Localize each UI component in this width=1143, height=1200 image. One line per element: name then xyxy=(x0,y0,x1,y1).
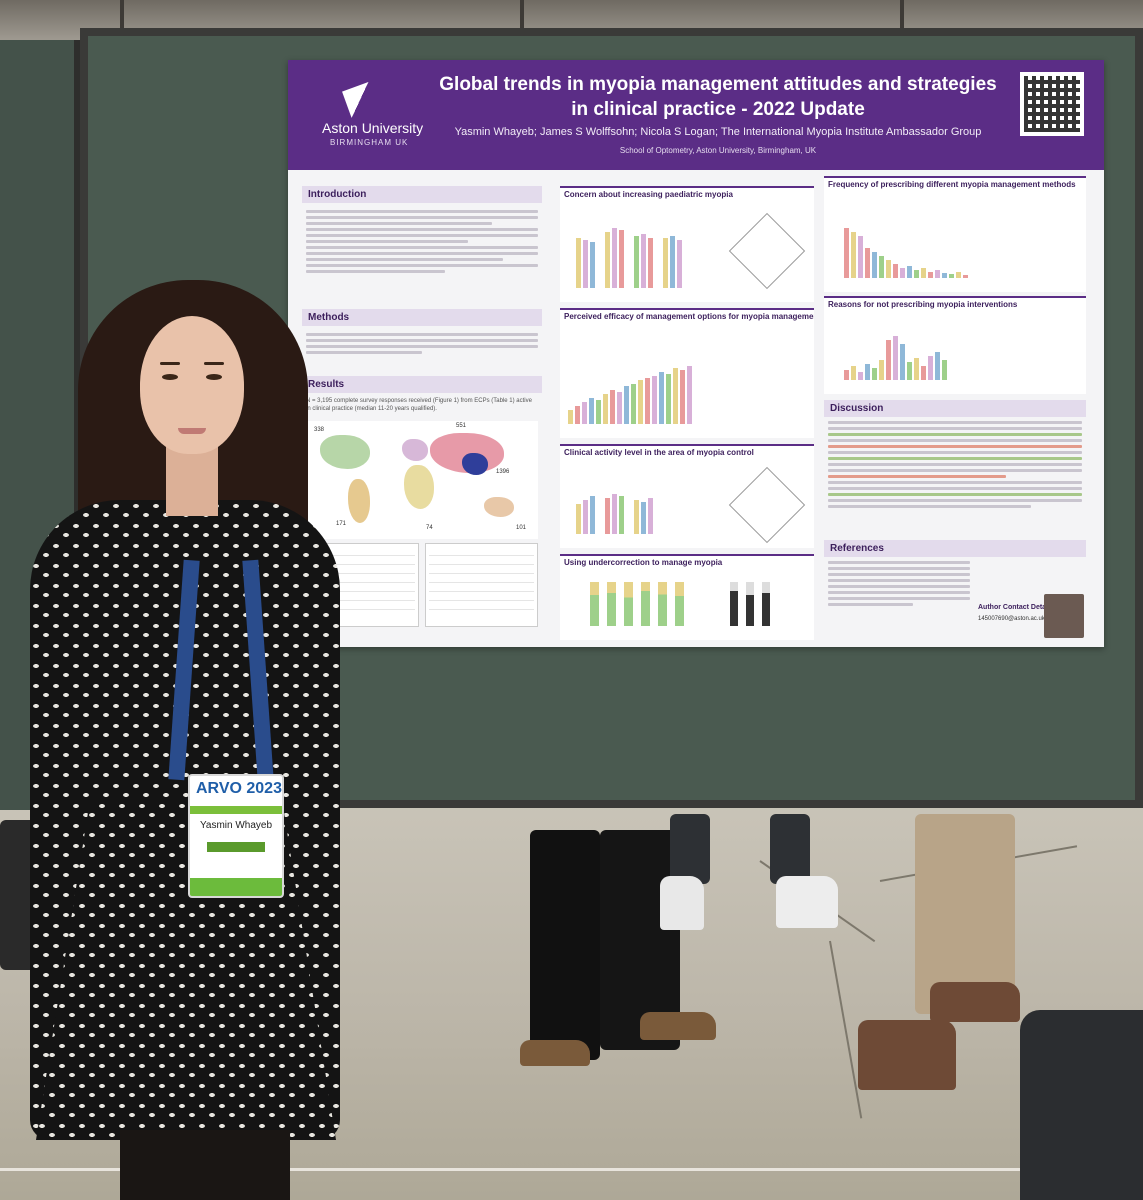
discussion-text xyxy=(824,421,1086,508)
map-africa xyxy=(404,465,434,509)
panel-concern: Concern about increasing paediatric myop… xyxy=(560,186,814,302)
reasons-bars xyxy=(844,336,947,380)
poster-header: Aston University BIRMINGHAM UK Global tr… xyxy=(288,60,1104,170)
person-skirt xyxy=(36,800,336,1140)
panel-title: Clinical activity level in the area of m… xyxy=(564,448,754,457)
person-neck xyxy=(166,446,218,516)
backpack xyxy=(1020,1010,1143,1200)
panel-reasons: Reasons for not prescribing myopia inter… xyxy=(824,296,1086,394)
map-china xyxy=(462,453,488,475)
ceiling-truss xyxy=(520,0,524,50)
floor-marking xyxy=(0,1168,1143,1171)
background-person-legs xyxy=(530,830,600,1060)
panel-title: Concern about increasing paediatric myop… xyxy=(564,190,733,199)
author-photo xyxy=(1044,594,1084,638)
map-south-america xyxy=(348,479,370,523)
background-person-legs xyxy=(770,814,810,884)
map-count: 1396 xyxy=(496,469,510,475)
results-text: N = 3,195 complete survey responses rece… xyxy=(306,398,532,412)
map-count: 551 xyxy=(456,423,467,429)
section-results: Results xyxy=(302,376,542,393)
map-australia xyxy=(484,497,514,517)
ceiling-truss xyxy=(900,0,904,50)
poster-authors: Yasmin Whayeb; James S Wolffsohn; Nicola… xyxy=(454,126,982,138)
background-sneaker xyxy=(660,876,704,930)
map-count: 171 xyxy=(336,521,347,527)
panel-efficacy: Perceived efficacy of management options… xyxy=(560,308,814,438)
panel-frequency: Frequency of prescribing different myopi… xyxy=(824,176,1086,292)
world-map: 338 551 1396 171 74 101 xyxy=(306,421,538,539)
table-working-environment xyxy=(425,543,538,627)
logo-subtitle: BIRMINGHAM UK xyxy=(330,138,409,147)
map-count: 74 xyxy=(426,525,433,531)
logo-mark-icon xyxy=(342,82,378,118)
badge-role-tag xyxy=(207,842,265,852)
panel-title: Reasons for not prescribing myopia inter… xyxy=(828,300,1018,309)
efficacy-bars xyxy=(568,366,692,424)
references-text xyxy=(824,561,974,606)
background-person-legs xyxy=(670,814,710,884)
contact-email: 145007690@aston.ac.uk xyxy=(978,616,1045,622)
person-eyebrow xyxy=(160,362,180,365)
concern-bars xyxy=(576,228,682,288)
background-sneaker xyxy=(776,876,838,928)
logo-name: Aston University xyxy=(322,120,424,136)
background-shoe xyxy=(640,1012,716,1040)
person-mouth xyxy=(178,428,206,434)
activity-bars xyxy=(576,494,653,534)
panel-activity: Clinical activity level in the area of m… xyxy=(560,444,814,548)
research-poster: Aston University BIRMINGHAM UK Global tr… xyxy=(288,60,1104,647)
badge-strip xyxy=(190,806,282,814)
section-discussion: Discussion xyxy=(824,400,1086,417)
map-count: 101 xyxy=(516,525,527,531)
name-badge: ARVO 2023 Yasmin Whayeb xyxy=(188,774,284,898)
person-legs xyxy=(120,1130,290,1200)
panel-discussion: Discussion xyxy=(824,400,1086,590)
panel-references: References xyxy=(824,540,1086,640)
section-introduction: Introduction xyxy=(302,186,542,203)
background-shoe xyxy=(520,1040,590,1066)
undercorrection-bars xyxy=(590,582,770,626)
panel-title: Using undercorrection to manage myopia xyxy=(564,558,723,567)
map-north-america xyxy=(320,435,370,469)
badge-brand: ARVO 2023 xyxy=(196,780,282,797)
poster-left-column: Introduction Methods Results N = 3,195 c… xyxy=(302,186,542,636)
introduction-text xyxy=(302,207,542,309)
person-eye xyxy=(206,374,222,380)
panel-title: Frequency of prescribing different myopi… xyxy=(828,180,1076,189)
poster-title: Global trends in myopia management attit… xyxy=(439,74,997,120)
ceiling-truss xyxy=(120,0,124,50)
concern-radar-chart xyxy=(728,212,806,290)
badge-footer xyxy=(190,878,282,896)
background-person-legs xyxy=(915,814,1015,1014)
panel-undercorrection: Using undercorrection to manage myopia xyxy=(560,554,814,640)
panel-title: Perceived efficacy of management options… xyxy=(564,312,814,321)
background-shoe xyxy=(930,982,1020,1022)
poster-affiliation: School of Optometry, Aston University, B… xyxy=(619,146,817,155)
map-europe xyxy=(402,439,428,461)
section-methods: Methods xyxy=(302,309,542,326)
background-shoe xyxy=(858,1020,956,1090)
methods-text xyxy=(302,330,542,376)
university-logo: Aston University BIRMINGHAM UK xyxy=(322,82,432,156)
person-eyebrow xyxy=(204,362,224,365)
person-eye xyxy=(162,374,178,380)
activity-radar-chart xyxy=(728,466,806,544)
frequency-bars xyxy=(844,228,968,278)
map-count: 338 xyxy=(314,427,325,433)
badge-name: Yasmin Whayeb xyxy=(199,820,273,831)
qr-code-icon xyxy=(1020,72,1084,136)
section-references: References xyxy=(824,540,1086,557)
contact-label: Author Contact Details: xyxy=(978,604,1057,611)
results-tables xyxy=(306,543,538,627)
